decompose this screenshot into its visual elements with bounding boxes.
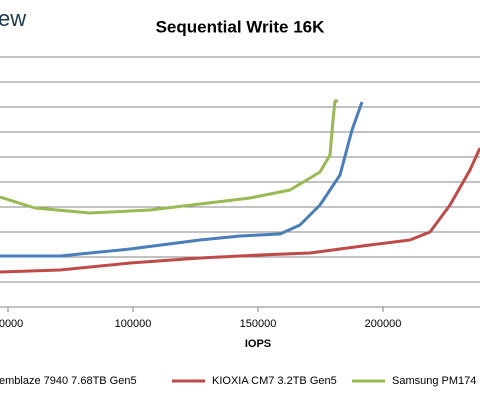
x-tick-label: 150000 bbox=[240, 318, 277, 330]
logo: ew bbox=[0, 6, 26, 31]
x-tick-label: 200000 bbox=[365, 318, 402, 330]
chart-title: Sequential Write 16K bbox=[156, 17, 326, 36]
x-axis-label: IOPS bbox=[245, 338, 271, 350]
series-line bbox=[0, 147, 480, 274]
x-tick-label: 50000 bbox=[0, 318, 23, 330]
x-tick-label: 100000 bbox=[115, 318, 152, 330]
legend-label: KIOXIA CM7 3.2TB Gen5 bbox=[212, 375, 337, 387]
series-line bbox=[0, 101, 364, 258]
legend-label: Samsung PM174 bbox=[392, 375, 476, 387]
series-line bbox=[0, 99, 338, 215]
legend-label: emblaze 7940 7.68TB Gen5 bbox=[0, 375, 137, 387]
